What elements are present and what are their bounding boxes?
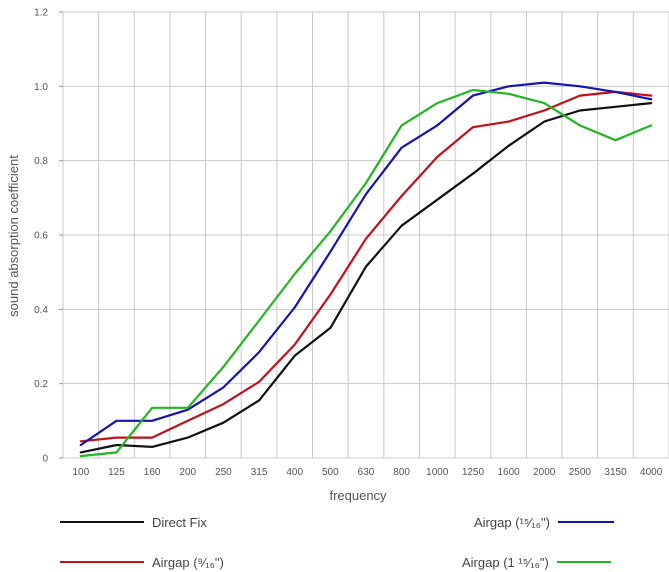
y-tick-label: 0.2 <box>34 379 48 390</box>
legend-item-airgap-1-15-16: Airgap (1 ¹⁵⁄₁₆") <box>462 552 611 572</box>
x-tick-label: 800 <box>393 467 410 478</box>
x-tick-label: 100 <box>72 467 89 478</box>
y-axis-ticks: 0 0.2 0.4 0.6 0.8 1.0 1.2 <box>34 8 63 465</box>
x-tick-label: 2000 <box>533 467 556 478</box>
series-line-0 <box>79 101 653 454</box>
y-tick-label: 0.4 <box>34 305 48 316</box>
grid <box>62 11 669 459</box>
legend-swatch <box>60 561 144 563</box>
x-tick-label: 3150 <box>604 467 627 478</box>
x-axis-ticks: 100 125 160 200 250 315 400 500 630 800 1000 1250 16… <box>72 467 662 478</box>
series-line-3 <box>79 88 653 458</box>
legend-item-airgap-15-16: Airgap (¹⁵⁄₁₆") <box>474 512 614 532</box>
series-line-2 <box>79 81 653 447</box>
y-tick-label: 0 <box>42 454 48 465</box>
legend-label: Airgap (1 ¹⁵⁄₁₆") <box>462 554 549 570</box>
x-tick-label: 250 <box>215 467 232 478</box>
legend-label: Airgap (¹⁵⁄₁₆") <box>474 514 550 530</box>
x-tick-label: 4000 <box>640 467 663 478</box>
x-tick-label: 125 <box>108 467 125 478</box>
x-tick-label: 160 <box>144 467 161 478</box>
legend-swatch <box>60 521 144 523</box>
y-axis-label: sound absorption coefficient <box>6 155 21 317</box>
x-axis-label: frequency <box>329 488 387 503</box>
x-tick-label: 200 <box>179 467 196 478</box>
legend-swatch <box>556 561 611 563</box>
x-tick-label: 2500 <box>569 467 592 478</box>
legend-item-airgap-9-16: Airgap (⁹⁄₁₆") <box>60 552 224 572</box>
x-tick-label: 1250 <box>462 467 485 478</box>
series-lines <box>79 81 653 458</box>
x-tick-label: 315 <box>251 467 268 478</box>
x-tick-label: 400 <box>286 467 303 478</box>
legend-item-direct-fix: Direct Fix <box>60 512 207 532</box>
x-tick-label: 1000 <box>426 467 449 478</box>
legend-label: Airgap (⁹⁄₁₆") <box>152 554 224 570</box>
y-tick-label: 1.0 <box>34 82 48 93</box>
y-tick-label: 1.2 <box>34 8 48 19</box>
legend-label: Direct Fix <box>152 514 207 530</box>
y-tick-label: 0.6 <box>34 231 48 242</box>
legend-swatch <box>557 521 614 523</box>
x-tick-label: 1600 <box>497 467 520 478</box>
y-tick-label: 0.8 <box>34 156 48 167</box>
series-line-1 <box>79 90 653 443</box>
x-tick-label: 630 <box>358 467 375 478</box>
x-tick-label: 500 <box>322 467 339 478</box>
